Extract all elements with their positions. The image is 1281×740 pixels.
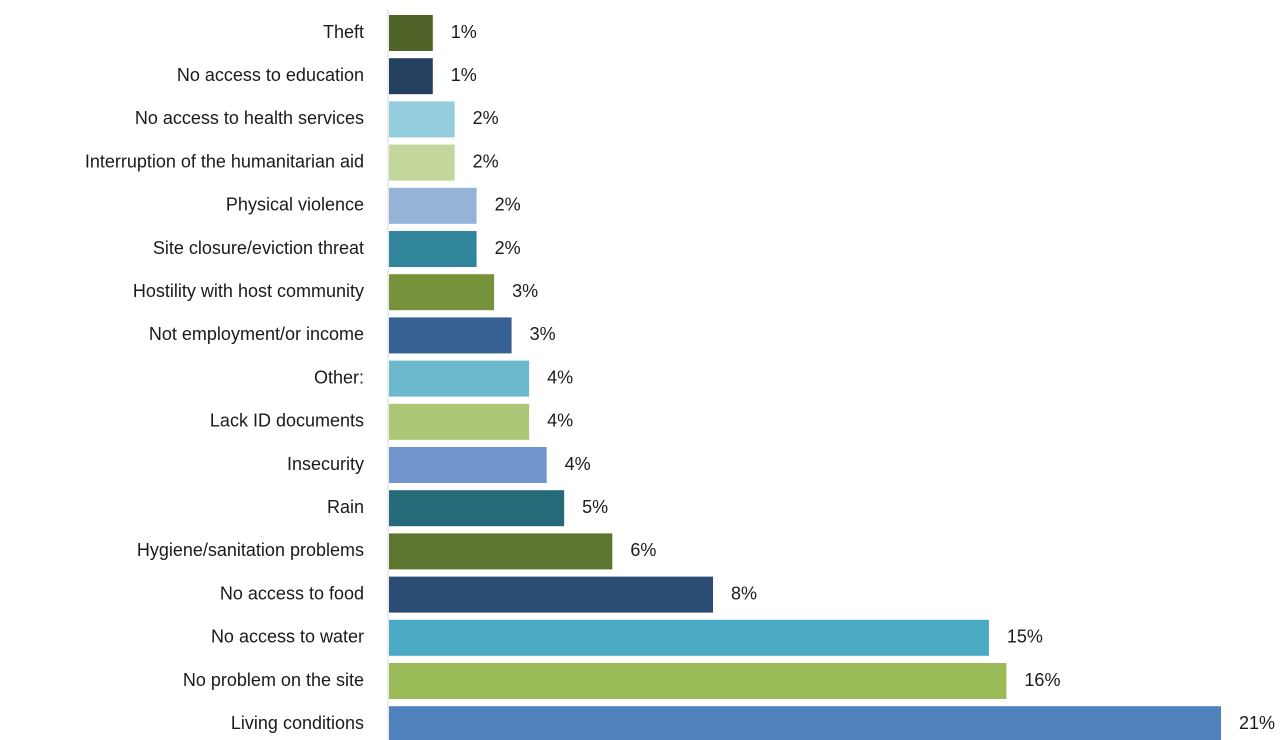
- bar: [389, 101, 455, 138]
- bar: [389, 15, 433, 51]
- data-label: 8%: [731, 583, 757, 603]
- bar: [389, 403, 530, 440]
- category-label: Insecurity: [287, 454, 364, 474]
- data-label: 4%: [547, 411, 573, 431]
- category-label: Rain: [327, 497, 364, 517]
- category-label: No access to health services: [135, 108, 364, 128]
- category-label: Physical violence: [226, 195, 364, 215]
- data-label: 2%: [473, 108, 499, 128]
- category-label: Hostility with host community: [133, 281, 364, 301]
- category-label: No problem on the site: [183, 670, 364, 690]
- category-label: No access to food: [220, 583, 364, 603]
- bar: [389, 663, 1007, 699]
- bar: [389, 533, 613, 570]
- bar: [389, 274, 495, 311]
- category-label: No access to education: [177, 65, 364, 85]
- data-label: 16%: [1024, 670, 1060, 690]
- bars-group: [389, 15, 1221, 740]
- data-label: 3%: [512, 281, 538, 301]
- data-label: 4%: [547, 367, 573, 387]
- category-label: Interruption of the humanitarian aid: [85, 151, 364, 171]
- data-label: 4%: [565, 454, 591, 474]
- data-label: 1%: [451, 65, 477, 85]
- data-label: 15%: [1007, 627, 1043, 647]
- category-label: Other:: [314, 367, 364, 387]
- bar: [389, 187, 477, 224]
- bar: [389, 447, 547, 483]
- bar: [389, 619, 989, 656]
- bar: [389, 58, 433, 95]
- data-label: 2%: [495, 195, 521, 215]
- data-label: 1%: [451, 22, 477, 42]
- category-label: Theft: [323, 22, 364, 42]
- data-label: 2%: [495, 238, 521, 258]
- bar: [389, 576, 714, 613]
- data-label: 6%: [630, 540, 656, 560]
- data-label: 2%: [473, 151, 499, 171]
- value-labels-group: 1% 1% 2% 2% 2% 2% 3% 3% 4% 4% 4% 5% 6% 8% 15% 16% 21%: [451, 22, 1275, 733]
- category-label: No access to water: [211, 627, 364, 647]
- bar: [389, 706, 1221, 740]
- bar: [389, 144, 455, 181]
- category-label: Living conditions: [231, 713, 364, 733]
- category-label: Hygiene/sanitation problems: [137, 540, 364, 560]
- bar: [389, 360, 530, 397]
- bar: [389, 231, 477, 267]
- category-label: Not employment/or income: [149, 324, 364, 344]
- data-label: 5%: [582, 497, 608, 517]
- category-label: Site closure/eviction threat: [153, 238, 364, 258]
- category-label: Lack ID documents: [210, 411, 364, 431]
- data-label: 21%: [1239, 713, 1275, 733]
- category-labels-group: Theft No access to education No access to …: [85, 22, 364, 733]
- bar: [389, 317, 512, 354]
- bar: [389, 490, 565, 527]
- data-label: 3%: [530, 324, 556, 344]
